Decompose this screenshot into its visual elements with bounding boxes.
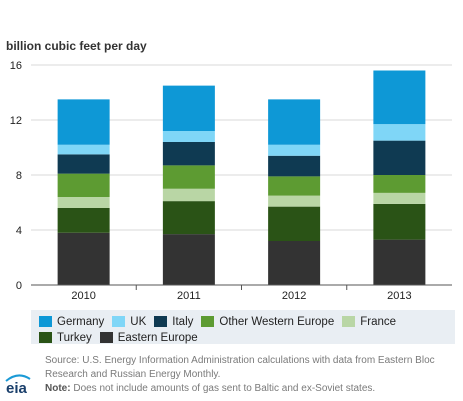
bar-segment bbox=[57, 144, 110, 155]
note-line: Note: Does not include amounts of gas se… bbox=[45, 382, 460, 396]
x-tick-label: 2012 bbox=[282, 290, 306, 302]
legend-row: Turkey Eastern Europe bbox=[39, 330, 449, 345]
bar-segment bbox=[373, 140, 426, 175]
note-text: Does not include amounts of gas sent to … bbox=[70, 383, 376, 394]
bar-segment bbox=[162, 131, 215, 142]
legend-swatch bbox=[39, 316, 52, 327]
bar-segment bbox=[268, 99, 321, 145]
y-tick-label: 16 bbox=[10, 60, 22, 72]
bar-segment bbox=[57, 173, 110, 197]
legend-swatch bbox=[342, 316, 356, 327]
legend-swatch bbox=[201, 316, 215, 327]
legend: Germany UK Italy Other Western Europe France… bbox=[31, 310, 455, 344]
unit-label: billion cubic feet per day bbox=[6, 39, 147, 53]
legend-item: France bbox=[342, 316, 396, 328]
bar-segment bbox=[57, 154, 110, 174]
legend-swatch bbox=[112, 316, 126, 327]
legend-label: Eastern Europe bbox=[117, 331, 198, 344]
x-tick-label: 2010 bbox=[71, 290, 95, 302]
bar-segment bbox=[373, 192, 426, 204]
chart: billion cubic feet per day 0 4 8 12 16 2010 20… bbox=[6, 39, 452, 302]
legend-item: UK bbox=[112, 316, 146, 328]
legend-swatch bbox=[39, 332, 52, 343]
source-note: Source: U.S. Energy Information Administ… bbox=[45, 354, 460, 396]
legend-label: UK bbox=[130, 315, 147, 328]
source-text: Source: U.S. Energy Information Administ… bbox=[45, 355, 435, 380]
y-tick-label: 0 bbox=[16, 280, 22, 292]
legend-item: Germany bbox=[39, 316, 104, 328]
legend-swatch bbox=[154, 316, 168, 327]
legend-item: Other Western Europe bbox=[201, 316, 334, 328]
bar-segment bbox=[162, 142, 215, 166]
bar-segment bbox=[57, 208, 110, 233]
legend-item: Eastern Europe bbox=[99, 331, 198, 344]
legend-label: Other Western Europe bbox=[219, 315, 335, 328]
bar-segment bbox=[268, 206, 321, 241]
bar-segment bbox=[268, 195, 321, 207]
bar-segment bbox=[268, 176, 321, 196]
bar-segment bbox=[373, 239, 426, 285]
bar-segment bbox=[268, 144, 321, 156]
bar-segment bbox=[373, 124, 426, 141]
legend-swatch bbox=[99, 332, 113, 343]
legend-item: Italy bbox=[154, 316, 193, 328]
bar-segment bbox=[162, 188, 215, 202]
bar-segment bbox=[162, 165, 215, 189]
bar-segment bbox=[373, 175, 426, 193]
y-tick-label: 8 bbox=[16, 170, 22, 182]
logo-text: eia bbox=[6, 380, 28, 396]
legend-label: France bbox=[360, 315, 397, 328]
eia-logo: eia bbox=[4, 372, 32, 397]
bar-segment bbox=[268, 155, 321, 177]
x-tick-label: 2011 bbox=[177, 290, 201, 302]
x-tick-label: 2013 bbox=[387, 290, 411, 302]
bar-segment bbox=[373, 70, 426, 125]
bar-segment bbox=[57, 232, 110, 285]
y-tick-label: 12 bbox=[10, 115, 22, 127]
note-label: Note: bbox=[45, 383, 71, 394]
bar-segment bbox=[57, 197, 110, 208]
bar-segment bbox=[162, 201, 215, 235]
legend-row: Germany UK Italy Other Western Europe France bbox=[39, 314, 449, 329]
legend-label: Germany bbox=[57, 315, 105, 328]
bar-segment bbox=[57, 99, 110, 145]
bar-segment bbox=[373, 203, 426, 240]
bar-segment bbox=[268, 241, 321, 285]
bar-segment bbox=[162, 85, 215, 131]
legend-label: Turkey bbox=[57, 331, 92, 344]
y-tick-label: 4 bbox=[16, 225, 22, 237]
legend-label: Italy bbox=[172, 315, 194, 328]
bar-segment bbox=[162, 234, 215, 285]
legend-item: Turkey bbox=[39, 332, 92, 344]
